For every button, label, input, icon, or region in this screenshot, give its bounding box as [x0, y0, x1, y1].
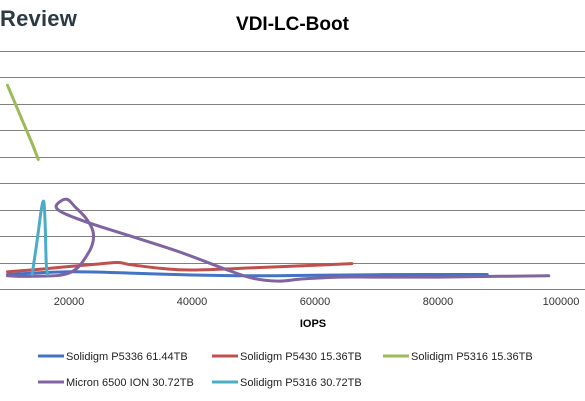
series-line-4	[30, 199, 49, 276]
x-tick-label: 20000	[54, 296, 85, 308]
brand-logo-text: Review	[0, 6, 78, 31]
x-tick-label: 60000	[300, 296, 331, 308]
legend-label: Solidigm P5430 15.36TB	[240, 351, 362, 363]
series-group	[6, 83, 551, 283]
legend-item: Solidigm P5430 15.36TB	[212, 351, 362, 363]
chart-title: VDI-LC-Boot	[236, 14, 349, 35]
legend-item: Micron 6500 ION 30.72TB	[38, 377, 194, 389]
legend-label: Solidigm P5336 61.44TB	[66, 351, 188, 363]
series-line-2	[6, 83, 40, 161]
x-tick-label: 100000	[543, 296, 580, 308]
x-axis-ticks: 20000 40000 60000 80000 100000	[54, 296, 580, 308]
x-axis-title: IOPS	[300, 318, 326, 330]
gridlines	[0, 51, 585, 290]
series-line-3	[6, 197, 551, 283]
legend-item: Solidigm P5336 61.44TB	[38, 351, 188, 363]
legend: Solidigm P5336 61.44TB Solidigm P5430 15.…	[38, 351, 533, 389]
series-line-0	[6, 270, 489, 278]
series-line-1	[6, 260, 354, 274]
x-tick-label: 40000	[177, 296, 208, 308]
legend-item: Solidigm P5316 30.72TB	[212, 377, 362, 389]
legend-item: Solidigm P5316 15.36TB	[383, 351, 533, 363]
legend-label: Micron 6500 ION 30.72TB	[66, 377, 194, 389]
x-tick-label: 80000	[423, 296, 454, 308]
legend-label: Solidigm P5316 15.36TB	[411, 351, 533, 363]
legend-label: Solidigm P5316 30.72TB	[240, 377, 362, 389]
